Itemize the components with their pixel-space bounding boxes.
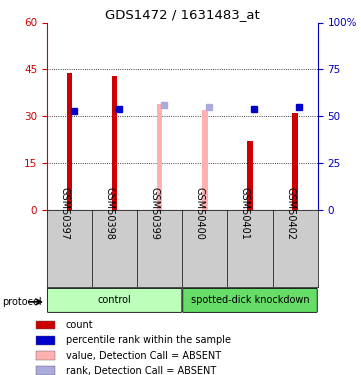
Bar bbox=[292, 113, 298, 210]
Text: rank, Detection Call = ABSENT: rank, Detection Call = ABSENT bbox=[66, 366, 216, 375]
Bar bbox=[36, 336, 55, 345]
Bar bbox=[36, 321, 55, 330]
Bar bbox=[202, 110, 208, 210]
Bar bbox=[157, 104, 162, 210]
FancyBboxPatch shape bbox=[183, 288, 317, 312]
Bar bbox=[36, 366, 55, 375]
Text: GSM50399: GSM50399 bbox=[150, 188, 160, 240]
Bar bbox=[247, 141, 253, 210]
Text: GSM50400: GSM50400 bbox=[195, 188, 205, 240]
Title: GDS1472 / 1631483_at: GDS1472 / 1631483_at bbox=[105, 8, 260, 21]
Text: spotted-dick knockdown: spotted-dick knockdown bbox=[191, 295, 309, 305]
Text: GSM50397: GSM50397 bbox=[60, 188, 70, 240]
Bar bbox=[36, 351, 55, 360]
Text: GSM50401: GSM50401 bbox=[240, 188, 250, 240]
Text: GSM50398: GSM50398 bbox=[105, 188, 115, 240]
Text: count: count bbox=[66, 320, 93, 330]
FancyBboxPatch shape bbox=[47, 288, 182, 312]
Bar bbox=[67, 72, 72, 210]
Text: percentile rank within the sample: percentile rank within the sample bbox=[66, 335, 231, 345]
Text: value, Detection Call = ABSENT: value, Detection Call = ABSENT bbox=[66, 351, 221, 360]
Text: protocol: protocol bbox=[2, 297, 42, 307]
Bar bbox=[112, 76, 117, 210]
Text: GSM50402: GSM50402 bbox=[285, 188, 295, 240]
Text: control: control bbox=[98, 295, 131, 305]
